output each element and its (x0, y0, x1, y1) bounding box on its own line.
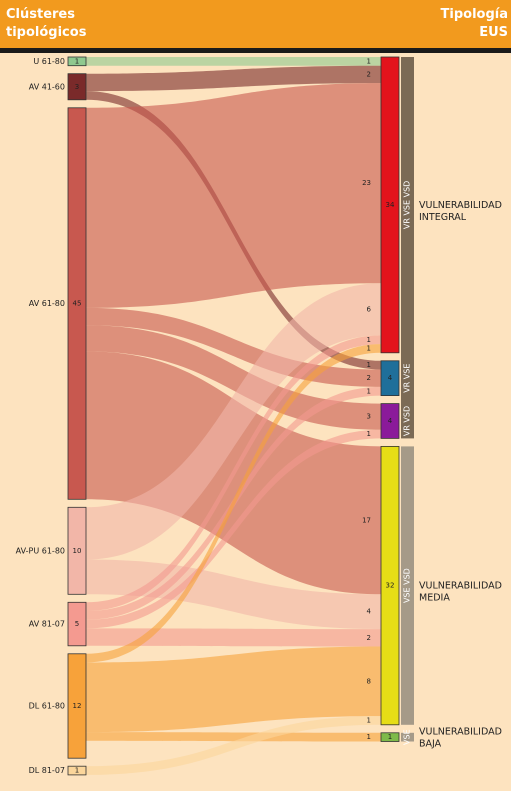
link-value: 1 (367, 336, 371, 344)
link (86, 646, 381, 733)
target-label: VR VSE VSD (403, 181, 412, 229)
source-node (67, 56, 87, 67)
group-bar (401, 446, 414, 725)
source-label: AV 41-60 (29, 82, 65, 91)
source-label: AV-PU 61-80 (16, 546, 65, 555)
link (86, 325, 381, 430)
link (86, 716, 381, 775)
header-title: Tipología EUS (441, 7, 508, 40)
source-node (67, 765, 87, 776)
source-node (67, 653, 87, 759)
link-value: 1 (367, 716, 371, 724)
link (86, 628, 381, 647)
link-value: 1 (367, 733, 371, 741)
source-value: 12 (73, 702, 82, 710)
source-label: AV 81-07 (29, 620, 65, 629)
group-label: VULNERABILIDAD BAJA (419, 726, 502, 749)
target-label: VSE (403, 729, 412, 745)
link (86, 65, 381, 92)
link-value: 4 (367, 608, 372, 616)
source-node (67, 73, 87, 101)
source-value: 5 (75, 620, 79, 628)
link-value: 8 (367, 677, 371, 685)
target-node (380, 360, 400, 396)
link-value: 17 (362, 516, 371, 524)
group-label: VULNERABILIDAD MEDIA (419, 580, 502, 603)
group-label: VULNERABILIDAD INTEGRAL (419, 199, 502, 222)
target-value: 4 (388, 374, 393, 382)
target-node (380, 732, 400, 742)
target-label: VR VSE (403, 364, 412, 393)
link-value: 2 (367, 634, 371, 642)
group-bar (401, 57, 414, 439)
link-value: 1 (367, 430, 371, 438)
link-value: 1 (367, 57, 371, 65)
source-value: 45 (73, 300, 82, 308)
source-label: U 61-80 (33, 57, 65, 66)
source-node (67, 506, 87, 595)
target-label: VSE VSD (403, 568, 412, 603)
target-node (380, 56, 400, 354)
link (86, 344, 381, 663)
link-value: 2 (367, 374, 371, 382)
source-value: 1 (75, 767, 79, 775)
source-value: 10 (73, 547, 82, 555)
target-node (380, 445, 400, 726)
target-value: 32 (386, 582, 395, 590)
link-value: 3 (367, 413, 371, 421)
link (86, 57, 381, 66)
header-rule (0, 48, 511, 53)
source-value: 3 (75, 83, 79, 91)
link (86, 335, 381, 611)
link-value: 23 (362, 179, 371, 187)
link-value: 6 (367, 305, 372, 313)
target-value: 34 (386, 201, 395, 209)
target-value: 1 (388, 733, 392, 741)
source-node (67, 601, 87, 647)
source-label: DL 61-80 (29, 702, 65, 711)
source-label: DL 81-07 (29, 766, 65, 775)
header-bar (0, 0, 511, 48)
link-value: 1 (367, 387, 371, 395)
link (86, 83, 381, 308)
link (86, 429, 381, 629)
link-value: 1 (367, 361, 371, 369)
target-label: VR VSD (403, 406, 412, 436)
source-label: AV 61-80 (29, 299, 65, 308)
target-node (380, 403, 400, 439)
link-value: 1 (367, 344, 371, 352)
source-value: 1 (75, 57, 79, 65)
link (86, 283, 381, 560)
link (86, 732, 381, 742)
header-title: Clústeres tipológicos (6, 7, 87, 40)
target-value: 4 (388, 417, 393, 425)
link-value: 2 (367, 70, 371, 78)
group-bar (401, 732, 414, 742)
source-node (67, 107, 87, 500)
